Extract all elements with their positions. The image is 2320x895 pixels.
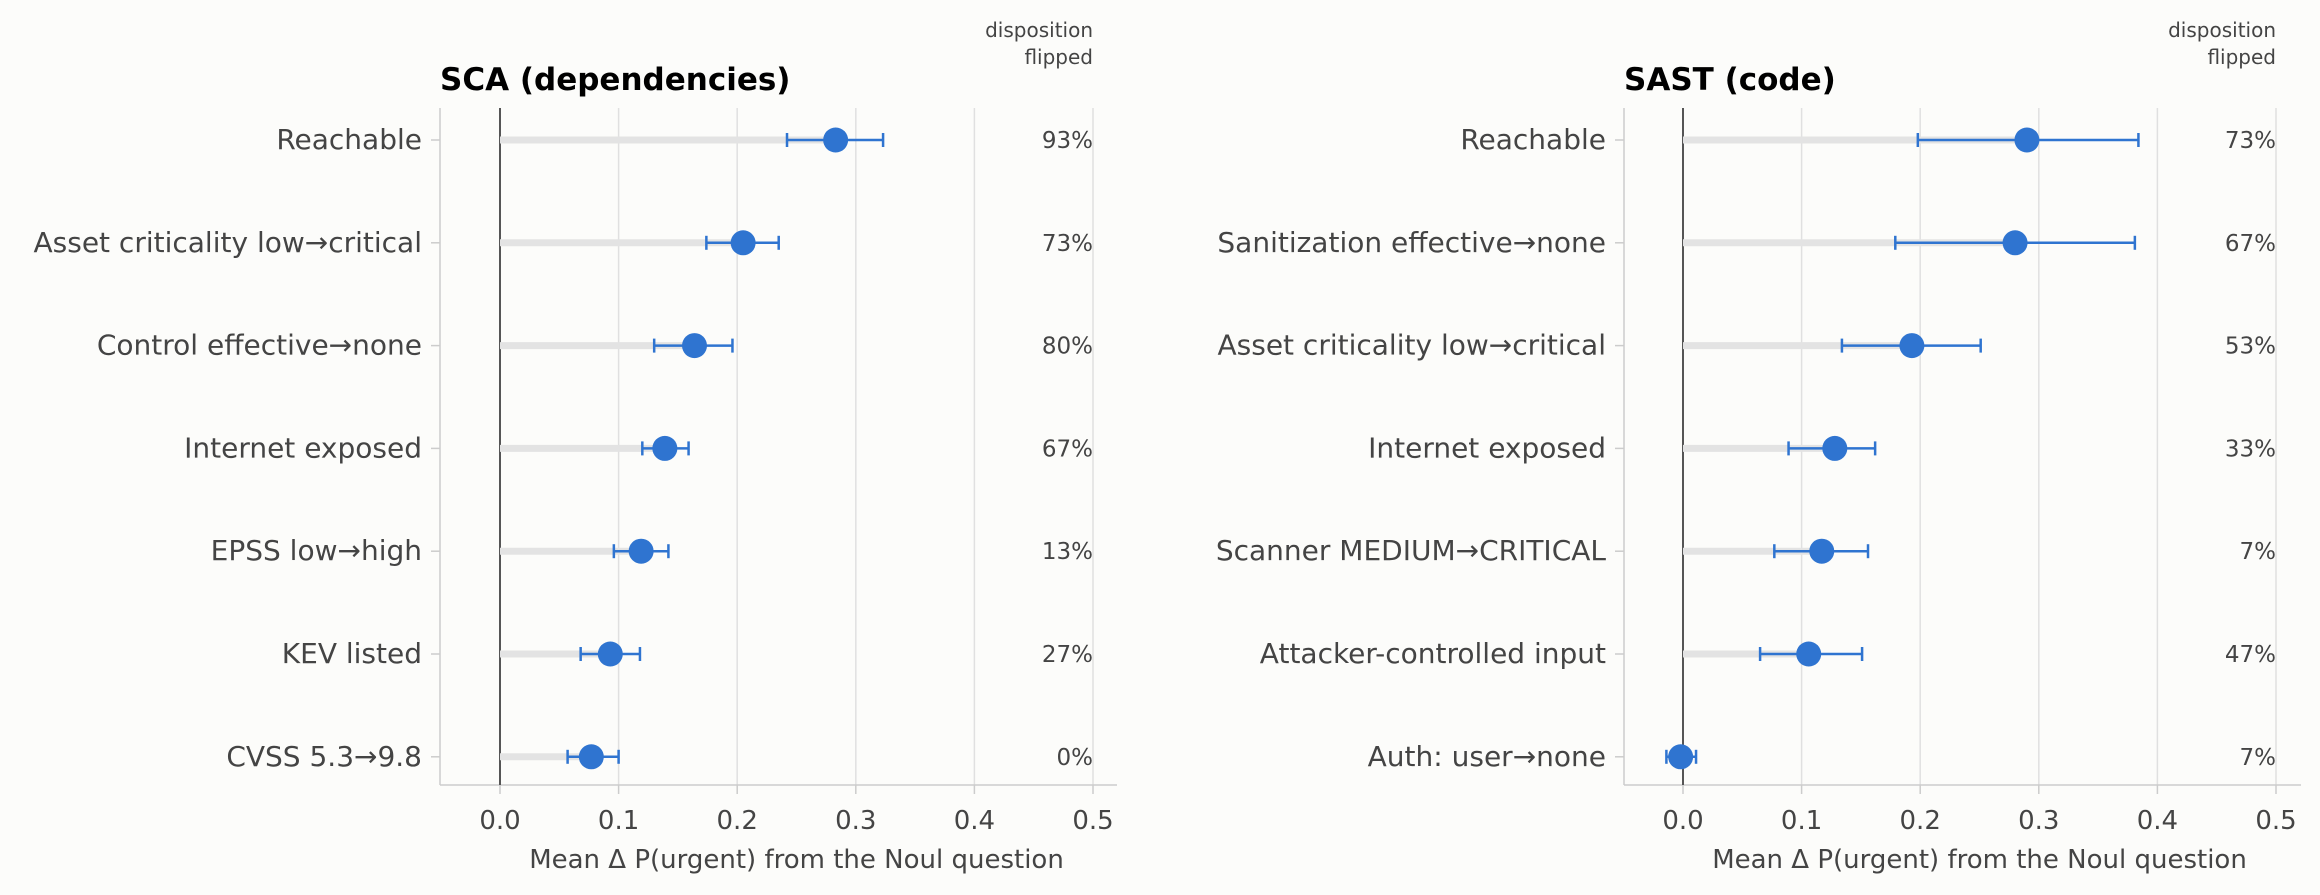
mean-point xyxy=(1796,641,1822,667)
flipped-value: 73% xyxy=(1042,231,1093,257)
x-tick-label: 0.2 xyxy=(1900,806,1941,836)
flipped-value: 53% xyxy=(2225,334,2276,360)
mean-point xyxy=(597,641,623,667)
x-tick-label: 0.1 xyxy=(1781,806,1822,836)
mean-point xyxy=(2002,230,2028,256)
x-tick-label: 0.5 xyxy=(1072,806,1113,836)
mean-point xyxy=(1809,538,1835,564)
flipped-value: 93% xyxy=(1042,128,1093,154)
flip-header-line: flipped xyxy=(1024,45,1093,69)
panel-1: 0.0 0.1 0.2 0.3 0.4 0.5 Mean Δ P(urgent) from … xyxy=(1216,18,2301,875)
x-tick-label: 0.3 xyxy=(835,806,876,836)
mean-point xyxy=(730,230,756,256)
flipped-value: 33% xyxy=(2225,436,2276,462)
flip-header-line: disposition xyxy=(2168,18,2276,42)
y-tick-label: Internet exposed xyxy=(184,431,422,464)
y-tick-label: Attacker-controlled input xyxy=(1260,637,1606,670)
y-tick-label: Asset criticality low→critical xyxy=(1218,329,1607,362)
mean-point xyxy=(1822,435,1848,461)
x-tick-label: 0.1 xyxy=(598,806,639,836)
y-tick-label: Reachable xyxy=(1460,123,1606,156)
mean-point xyxy=(1899,333,1925,359)
y-tick-label: KEV listed xyxy=(282,637,422,670)
y-tick-label: EPSS low→high xyxy=(211,534,422,567)
flipped-value: 7% xyxy=(2240,745,2277,771)
mean-point xyxy=(628,538,654,564)
mean-point xyxy=(682,333,708,359)
flipped-value: 27% xyxy=(1042,642,1093,668)
mean-point xyxy=(823,127,849,153)
x-tick-label: 0.0 xyxy=(479,806,520,836)
panel-title: SCA (dependencies) xyxy=(440,62,790,98)
flipped-value: 13% xyxy=(1042,539,1093,565)
y-tick-label: Internet exposed xyxy=(1368,431,1606,464)
mean-point xyxy=(578,744,604,770)
panel-0: 0.0 0.1 0.2 0.3 0.4 0.5 Mean Δ P(urgent) from … xyxy=(34,18,1117,875)
x-tick-label: 0.3 xyxy=(2018,806,2059,836)
y-tick-label: Auth: user→none xyxy=(1368,740,1606,773)
x-tick-label: 0.4 xyxy=(2137,806,2178,836)
flipped-value: 67% xyxy=(2225,231,2276,257)
y-tick-label: Reachable xyxy=(276,123,422,156)
x-tick-label: 0.5 xyxy=(2255,806,2296,836)
x-axis-label: Mean Δ P(urgent) from the Noul question xyxy=(529,845,1064,875)
y-tick-label: CVSS 5.3→9.8 xyxy=(226,740,422,773)
mean-point xyxy=(1668,744,1694,770)
flipped-value: 47% xyxy=(2225,642,2276,668)
x-tick-label: 0.4 xyxy=(954,806,995,836)
flip-header-line: flipped xyxy=(2207,45,2276,69)
x-axis-label: Mean Δ P(urgent) from the Noul question xyxy=(1712,845,2247,875)
flip-header-line: disposition xyxy=(985,18,1093,42)
y-tick-label: Control effective→none xyxy=(97,329,422,362)
x-tick-label: 0.2 xyxy=(717,806,758,836)
mean-point xyxy=(652,435,678,461)
mean-point xyxy=(2014,127,2040,153)
x-tick-label: 0.0 xyxy=(1662,806,1703,836)
y-tick-label: Sanitization effective→none xyxy=(1217,226,1606,259)
flipped-value: 73% xyxy=(2225,128,2276,154)
flipped-value: 0% xyxy=(1057,745,1094,771)
flipped-value: 7% xyxy=(2240,539,2277,565)
y-tick-label: Asset criticality low→critical xyxy=(34,226,423,259)
panel-title: SAST (code) xyxy=(1624,62,1836,98)
flipped-value: 67% xyxy=(1042,436,1093,462)
flipped-value: 80% xyxy=(1042,334,1093,360)
y-tick-label: Scanner MEDIUM→CRITICAL xyxy=(1216,534,1607,567)
